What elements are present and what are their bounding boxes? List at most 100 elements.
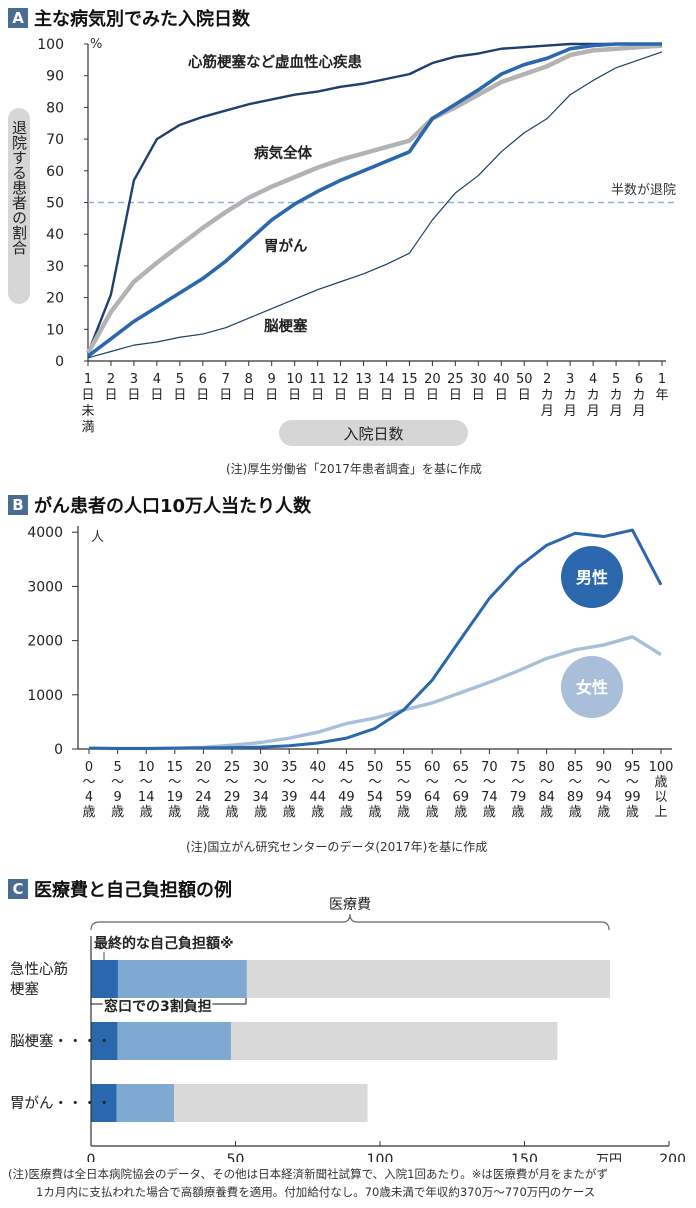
panel-c-note-1: (注)医療費は全日本病院協会のデータ、その他は日本経済新聞社試算で、入院1回あた…: [8, 1167, 608, 1181]
y-tick-label: 4000: [27, 525, 63, 541]
x-tick-label: 90 〜 94 歳: [596, 760, 613, 820]
x-tick-label: 150: [511, 1152, 538, 1162]
total-brace-label: 医療費: [329, 896, 371, 913]
x-tick-label: 45 〜 49 歳: [338, 760, 355, 820]
series-line-stroke: [87, 51, 663, 359]
x-tick-label: 0: [87, 1152, 96, 1162]
category-label: 急性心筋梗塞: [10, 961, 68, 998]
y-tick-label: 20: [46, 291, 64, 307]
panel-b: B がん患者の人口10万人当たり人数 人 0 1000 2000 3000 4000 0 〜…: [0, 486, 696, 866]
x-tick-label: 80 〜 84 歳: [538, 760, 555, 820]
panel-c-note-2: 1カ月内に支払われた場合で高額療養費を適用。付加給付なし。70歳未満で年収約37…: [36, 1185, 596, 1199]
x-tick-label: 4 カ月: [587, 372, 600, 419]
x-unit: 万円: [596, 1153, 622, 1162]
x-tick-label: 0 〜 4 歳: [82, 760, 95, 820]
panel-b-title: がん患者の人口10万人当たり人数: [34, 496, 312, 517]
x-tick-label: 75 〜 79 歳: [510, 760, 527, 820]
y-tick-label: 1000: [27, 688, 63, 704]
series-line-heart: [86, 42, 662, 354]
bar-self-pay: [91, 960, 118, 998]
x-tick-label: 200: [659, 1152, 686, 1162]
copay-label: 窓口での3割負担: [104, 998, 212, 1015]
x-tick-label: 60 〜 64 歳: [424, 760, 441, 820]
x-tick-label: 85 〜 89 歳: [567, 760, 584, 820]
y-tick-label: 60: [46, 164, 64, 180]
x-tick-label: 20 日: [424, 372, 441, 403]
panel-c: C 医療費と自己負担額の例 医療費 最終的な自己負担額※ 窓口での3割負担 急性…: [0, 872, 696, 1208]
y-tick-label: 10: [46, 322, 64, 338]
x-tick-label: 65 〜 69 歳: [453, 760, 470, 820]
legend-female-bubble: [561, 656, 623, 718]
x-tick-label: 5 〜 9 歳: [111, 760, 124, 820]
legend-female-label: 女性: [576, 678, 608, 697]
x-tick-label: 5 カ月: [610, 372, 623, 419]
x-tick-label: 12 日: [332, 372, 349, 403]
category-label: 脳梗塞・・・・: [10, 1032, 112, 1050]
bar-self-pay: [91, 1022, 118, 1060]
panel-c-title: 医療費と自己負担額の例: [34, 880, 232, 901]
y-tick-label: 50: [46, 196, 64, 212]
series-line-male: [88, 528, 663, 750]
x-tick-label: 30 日: [470, 372, 487, 403]
series-line-stomach: [86, 42, 662, 358]
x-tick-label: 40 〜 44 歳: [310, 760, 327, 820]
bar-self-pay: [91, 1084, 117, 1122]
x-tick-label: 11 日: [309, 372, 326, 403]
panel-a-title: 主な病気別でみた入院日数: [34, 9, 250, 30]
panel-a-note: (注)厚生労働省「2017年患者調査」を基に作成: [226, 462, 482, 476]
y-unit: %: [90, 37, 102, 52]
x-tick-label: 50 日: [516, 372, 533, 403]
chart-b: 人 0 1000 2000 3000 4000 0 〜 4 歳 5 〜 9 歳 10 〜 14 歳 15 〜 19 歳 2…: [27, 525, 674, 820]
y-tick-label: 2000: [27, 634, 63, 650]
x-tick-label: 6 カ月: [633, 372, 646, 419]
x-tick-label: 10 〜 14 歳: [138, 760, 155, 820]
y-tick-label: 80: [46, 100, 64, 116]
legend-male-bubble: [561, 546, 623, 608]
y-tick-label: 0: [54, 742, 63, 758]
x-tick-label: 100: [367, 1152, 394, 1162]
x-tick-label: 25 日: [447, 372, 464, 403]
category-label: 胃がん・・・・: [10, 1095, 112, 1112]
series-label-heart: 心筋梗塞など虚血性心疾患: [188, 53, 362, 71]
panel-b-note: (注)国立がん研究センターのデータ(2017年)を基に作成: [186, 840, 488, 854]
panel-a-header: A 主な病気別でみた入院日数: [8, 6, 250, 30]
y-axis-label-pill: [8, 108, 30, 304]
y-tick-label: 3000: [27, 579, 63, 595]
series-line-overall: [86, 43, 663, 355]
y-tick-label: 0: [55, 354, 64, 370]
x-tick-label: 55 〜 59 歳: [395, 760, 412, 820]
chart-a: 退院する患者の割合 入院日数 % 0 10 20 30 40 50 60 70 80 90 100 1…: [8, 37, 678, 446]
x-tick-label: 100 歳以上: [649, 760, 674, 820]
series-label-overall: 病気全体: [254, 144, 312, 162]
x-tick-label: 30 〜 34 歳: [252, 760, 269, 820]
panel-a-badge: A: [8, 8, 28, 28]
x-axis-label-pill: [279, 420, 468, 446]
panel-b-badge: B: [8, 495, 28, 515]
series-label-stroke: 脳梗塞: [264, 317, 308, 335]
x-tick-label: 95 〜 99 歳: [624, 760, 641, 820]
y-unit: 人: [91, 530, 104, 545]
self-pay-label: 最終的な自己負担額※: [94, 935, 234, 952]
x-tick-label: 1 日未満: [81, 372, 94, 435]
x-tick-label: 10 日: [286, 372, 303, 403]
y-tick-label: 70: [46, 132, 64, 148]
x-tick-label: 40 日: [493, 372, 510, 403]
x-axis-label: 入院日数: [343, 425, 403, 443]
x-tick-label: 25 〜 29 歳: [224, 760, 241, 820]
x-tick-label: 70 〜 74 歳: [481, 760, 498, 820]
total-brace: [90, 913, 610, 931]
x-tick-label: 50: [227, 1152, 245, 1162]
x-tick-label: 14 日: [378, 372, 395, 403]
x-tick-label: 15 日: [401, 372, 418, 403]
x-tick-label: 13 日: [355, 372, 372, 403]
x-tick-label: 20 〜 24 歳: [195, 760, 212, 820]
panel-c-badge: C: [8, 879, 28, 899]
x-tick-label: 3 カ月: [564, 372, 577, 419]
